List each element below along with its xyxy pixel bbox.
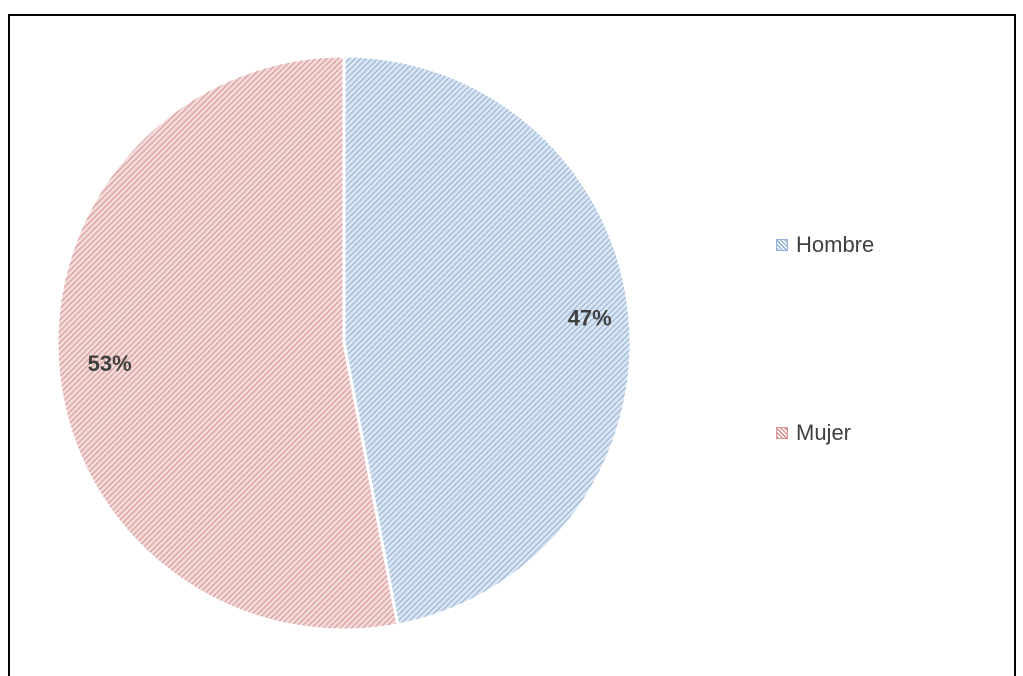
pie-data-labels: 47% 53% [88,306,612,376]
legend-label-mujer: Mujer [796,420,852,445]
data-label-mujer: 53% [88,351,132,376]
legend-swatch-hombre [776,239,788,251]
legend-label-hombre: Hombre [796,232,875,257]
data-label-hombre: 47% [568,306,612,331]
legend-item-mujer: Mujer [776,418,851,448]
pie-slice-hombre [342,54,633,627]
pie-slices [55,54,633,632]
pie-slice-mujer [55,54,400,632]
legend-item-hombre: Hombre [776,230,874,260]
legend-swatch-mujer [776,427,788,439]
